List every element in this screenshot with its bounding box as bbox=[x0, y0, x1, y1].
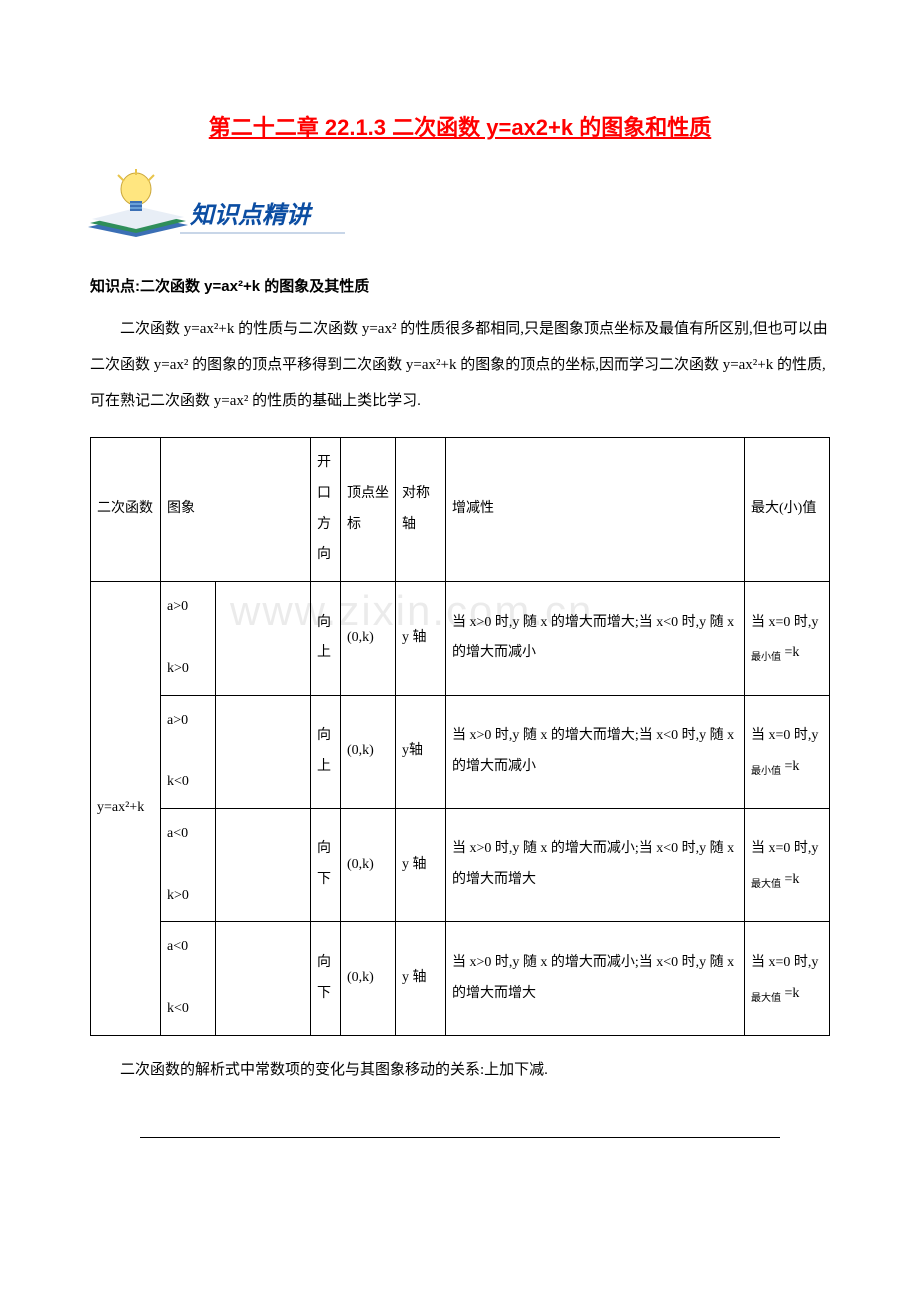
cell-axis: y 轴 bbox=[396, 808, 446, 921]
cell-cond: a>0 k>0 bbox=[161, 582, 216, 695]
footer-rule bbox=[140, 1137, 780, 1138]
table-row: a>0 k<0 向上 (0,k) y轴 当 x>0 时,y 随 x 的增大而增大… bbox=[91, 695, 830, 808]
cond-k: k<0 bbox=[167, 1001, 189, 1016]
cell-max: 当 x=0 时,y 最小值 =k bbox=[745, 695, 830, 808]
cond-a: a<0 bbox=[167, 826, 188, 841]
cell-graph bbox=[216, 922, 311, 1035]
cond-a: a>0 bbox=[167, 713, 188, 728]
table-row: y=ax²+k a>0 k>0 向上 (0,k) y 轴 当 x>0 时,y 随… bbox=[91, 582, 830, 695]
cell-cond: a<0 k>0 bbox=[161, 808, 216, 921]
th-func: 二次函数 bbox=[91, 438, 161, 582]
cell-func: y=ax²+k bbox=[91, 582, 161, 1036]
cell-vertex: (0,k) bbox=[341, 808, 396, 921]
banner-icon: 知识点精讲 bbox=[80, 167, 350, 245]
page-title: 第二十二章 22.1.3 二次函数 y=ax2+k 的图象和性质 bbox=[90, 110, 830, 142]
th-axis: 对称轴 bbox=[396, 438, 446, 582]
cell-dir: 向上 bbox=[311, 695, 341, 808]
cell-axis: y 轴 bbox=[396, 582, 446, 695]
cell-max: 当 x=0 时,y 最大值 =k bbox=[745, 922, 830, 1035]
cell-mono: 当 x>0 时,y 随 x 的增大而增大;当 x<0 时,y 随 x 的增大而减… bbox=[446, 582, 745, 695]
cell-cond: a>0 k<0 bbox=[161, 695, 216, 808]
table-row: a<0 k<0 向下 (0,k) y 轴 当 x>0 时,y 随 x 的增大而减… bbox=[91, 922, 830, 1035]
cell-max: 当 x=0 时,y 最大值 =k bbox=[745, 808, 830, 921]
cell-mono: 当 x>0 时,y 随 x 的增大而减小;当 x<0 时,y 随 x 的增大而增… bbox=[446, 808, 745, 921]
cond-k: k>0 bbox=[167, 661, 189, 676]
section-heading: 知识点:二次函数 y=ax²+k 的图象及其性质 bbox=[90, 275, 830, 296]
intro-paragraph: 二次函数 y=ax²+k 的性质与二次函数 y=ax² 的性质很多都相同,只是图… bbox=[90, 311, 830, 419]
cell-cond: a<0 k<0 bbox=[161, 922, 216, 1035]
footnote: 二次函数的解析式中常数项的变化与其图象移动的关系:上加下减. bbox=[90, 1054, 830, 1087]
th-monotone: 增减性 bbox=[446, 438, 745, 582]
properties-table: 二次函数 图象 开口方向 顶点坐标 对称轴 增减性 最大(小)值 y=ax²+k… bbox=[90, 437, 830, 1036]
cell-vertex: (0,k) bbox=[341, 922, 396, 1035]
table-row: a<0 k>0 向下 (0,k) y 轴 当 x>0 时,y 随 x 的增大而减… bbox=[91, 808, 830, 921]
cell-axis: y 轴 bbox=[396, 922, 446, 1035]
cond-a: a>0 bbox=[167, 599, 188, 614]
th-vertex: 顶点坐标 bbox=[341, 438, 396, 582]
cond-a: a<0 bbox=[167, 939, 188, 954]
svg-text:知识点精讲: 知识点精讲 bbox=[189, 202, 314, 229]
cell-max: 当 x=0 时,y 最小值 =k bbox=[745, 582, 830, 695]
th-image: 图象 bbox=[161, 438, 311, 582]
cell-dir: 向下 bbox=[311, 922, 341, 1035]
cell-graph bbox=[216, 808, 311, 921]
cell-vertex: (0,k) bbox=[341, 582, 396, 695]
cell-dir: 向下 bbox=[311, 808, 341, 921]
knowledge-banner: 知识点精讲 bbox=[80, 167, 830, 250]
cell-axis: y轴 bbox=[396, 695, 446, 808]
th-direction: 开口方向 bbox=[311, 438, 341, 582]
cell-mono: 当 x>0 时,y 随 x 的增大而减小;当 x<0 时,y 随 x 的增大而增… bbox=[446, 922, 745, 1035]
cell-vertex: (0,k) bbox=[341, 695, 396, 808]
cond-k: k<0 bbox=[167, 774, 189, 789]
table-header-row: 二次函数 图象 开口方向 顶点坐标 对称轴 增减性 最大(小)值 bbox=[91, 438, 830, 582]
cell-mono: 当 x>0 时,y 随 x 的增大而增大;当 x<0 时,y 随 x 的增大而减… bbox=[446, 695, 745, 808]
cell-graph bbox=[216, 582, 311, 695]
cell-graph bbox=[216, 695, 311, 808]
th-max: 最大(小)值 bbox=[745, 438, 830, 582]
cond-k: k>0 bbox=[167, 888, 189, 903]
cell-dir: 向上 bbox=[311, 582, 341, 695]
